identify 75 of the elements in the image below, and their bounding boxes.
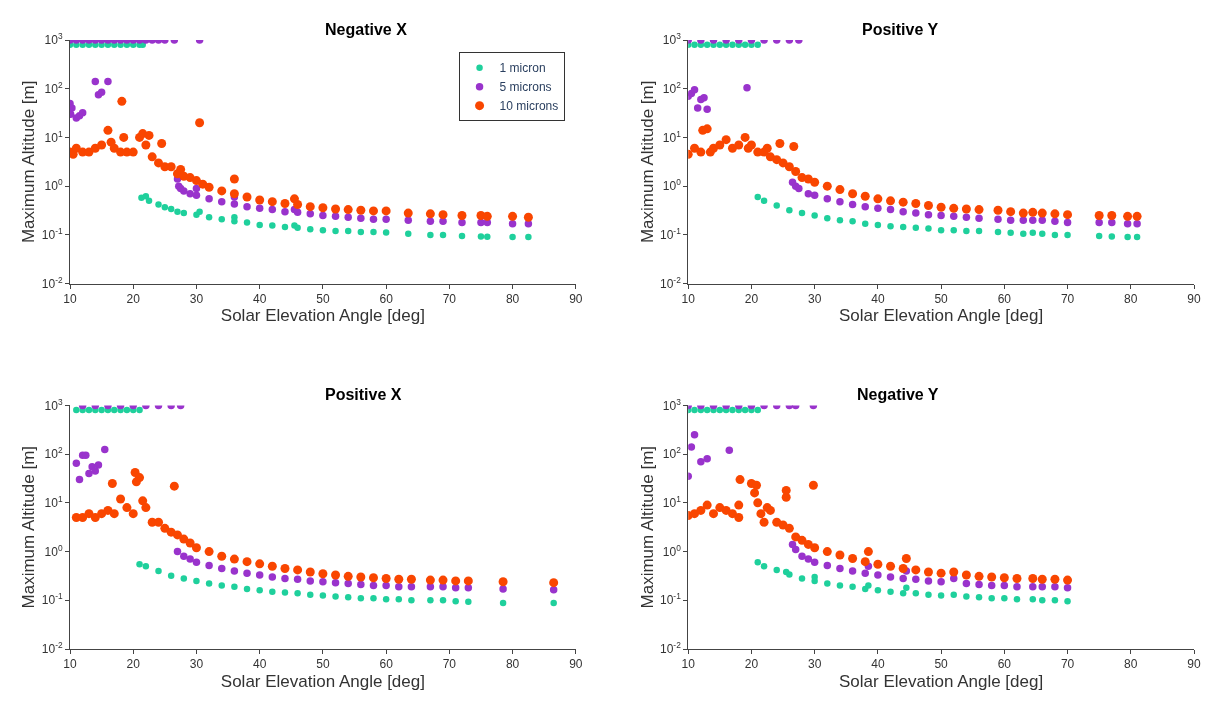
y-tick-label: 10$^{-2}$ bbox=[41, 274, 63, 291]
y-tick-label: 10$^{-1}$ bbox=[659, 591, 682, 608]
x-tick-label: 10 bbox=[63, 292, 77, 306]
x-tick-label: 30 bbox=[807, 657, 822, 672]
x-tick-label: 60 bbox=[997, 657, 1012, 672]
x-tick-label: 40 bbox=[871, 657, 885, 672]
x-tick-label: 10 bbox=[681, 657, 696, 672]
y-tick-label: 10$^{2}$ bbox=[44, 79, 63, 96]
x-tick-label: 80 bbox=[505, 292, 520, 306]
y-tick-label: 10$^{2}$ bbox=[662, 79, 682, 96]
x-tick-label: 70 bbox=[442, 657, 457, 672]
x-tick-label: 70 bbox=[442, 292, 457, 306]
y-axis-title: Maximum Altitude [m] bbox=[19, 80, 39, 244]
x-tick-label: 20 bbox=[126, 657, 141, 672]
y-tick-label: 10$^{-1}$ bbox=[659, 226, 682, 243]
legend-label: 10 microns bbox=[499, 99, 559, 114]
x-axis-title: Solar Elevation Angle [deg] bbox=[220, 306, 425, 326]
y-tick-label: 10$^{0}$ bbox=[662, 177, 682, 194]
x-axis-title: Solar Elevation Angle [deg] bbox=[220, 671, 425, 691]
y-tick-label: 10$^{3}$ bbox=[44, 31, 63, 48]
y-tick-label: 10$^{-2}$ bbox=[659, 640, 682, 657]
x-tick-label: 90 bbox=[569, 657, 583, 672]
x-tick-label: 20 bbox=[126, 292, 141, 306]
y-tick-label: 10$^{1}$ bbox=[662, 128, 682, 145]
y-tick-label: 10$^{1}$ bbox=[662, 494, 682, 511]
x-tick-label: 80 bbox=[1124, 292, 1138, 306]
chart-title: Positive X bbox=[325, 386, 402, 403]
y-tick-label: 10$^{3}$ bbox=[44, 396, 63, 413]
y-tick-label: 10$^{-1}$ bbox=[41, 591, 63, 608]
x-tick-label: 50 bbox=[316, 657, 330, 672]
x-tick-label: 80 bbox=[1124, 657, 1138, 672]
x-tick-label: 90 bbox=[569, 292, 583, 306]
x-tick-label: 40 bbox=[253, 292, 267, 306]
x-axis-title: Solar Elevation Angle [deg] bbox=[839, 306, 1044, 326]
x-axis-title: Solar Elevation Angle [deg] bbox=[839, 671, 1044, 691]
y-axis-title: Maximum Altitude [m] bbox=[637, 80, 657, 244]
chart-title: Positive Y bbox=[862, 21, 939, 38]
y-tick-label: 10$^{2}$ bbox=[662, 445, 682, 462]
x-tick-label: 50 bbox=[934, 657, 949, 672]
y-axis-title: Maximum Altitude [m] bbox=[19, 445, 39, 609]
y-tick-label: 10$^{3}$ bbox=[662, 396, 682, 413]
y-tick-label: 10$^{0}$ bbox=[44, 177, 63, 194]
x-tick-label: 20 bbox=[744, 292, 759, 306]
y-tick-label: 10$^{1}$ bbox=[44, 494, 63, 511]
y-tick-label: 10$^{-2}$ bbox=[41, 640, 63, 657]
x-tick-label: 70 bbox=[1060, 657, 1075, 672]
chart-title: Negative Y bbox=[857, 386, 939, 403]
x-tick-label: 10 bbox=[681, 292, 696, 306]
x-tick-label: 50 bbox=[316, 292, 330, 306]
y-tick-label: 10$^{2}$ bbox=[44, 445, 63, 462]
y-tick-label: 10$^{3}$ bbox=[662, 31, 682, 48]
y-tick-label: 10$^{-1}$ bbox=[41, 226, 63, 243]
legend-label: 1 micron bbox=[499, 61, 546, 76]
x-tick-label: 60 bbox=[997, 292, 1012, 306]
x-tick-label: 30 bbox=[189, 657, 204, 672]
x-tick-label: 30 bbox=[807, 292, 822, 306]
x-tick-label: 80 bbox=[505, 657, 520, 672]
x-tick-label: 60 bbox=[379, 292, 394, 306]
x-tick-label: 90 bbox=[1187, 292, 1201, 306]
x-tick-label: 40 bbox=[253, 657, 267, 672]
y-tick-label: 10$^{0}$ bbox=[44, 542, 63, 559]
chart-title: Negative X bbox=[325, 21, 408, 38]
x-tick-label: 20 bbox=[744, 657, 759, 672]
x-tick-label: 10 bbox=[63, 657, 77, 672]
y-tick-label: 10$^{-2}$ bbox=[659, 274, 682, 291]
x-tick-label: 90 bbox=[1187, 657, 1201, 672]
x-tick-label: 50 bbox=[934, 292, 949, 306]
y-tick-label: 10$^{1}$ bbox=[44, 128, 63, 145]
x-tick-label: 40 bbox=[871, 292, 885, 306]
x-tick-label: 60 bbox=[379, 657, 394, 672]
legend-label: 5 microns bbox=[499, 80, 552, 95]
y-tick-label: 10$^{0}$ bbox=[662, 542, 682, 559]
y-axis-title: Maximum Altitude [m] bbox=[637, 445, 657, 609]
x-tick-label: 70 bbox=[1060, 292, 1075, 306]
x-tick-label: 30 bbox=[189, 292, 204, 306]
